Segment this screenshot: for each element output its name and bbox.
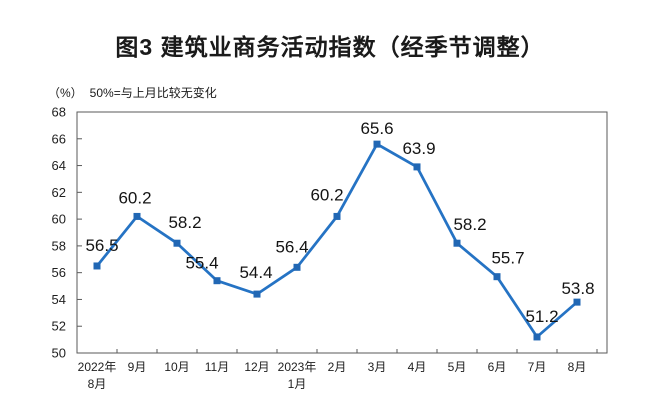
x-axis-category-label: 2023年 1月 bbox=[278, 360, 317, 391]
data-label: 63.9 bbox=[402, 139, 435, 158]
x-axis-category-label: 2月 bbox=[328, 360, 347, 374]
y-axis-tick-label: 54 bbox=[52, 292, 66, 307]
data-point-marker bbox=[573, 298, 581, 306]
y-axis-tick-label: 68 bbox=[52, 105, 66, 120]
data-label: 55.4 bbox=[185, 254, 218, 273]
y-axis-tick-label: 60 bbox=[52, 212, 66, 227]
y-axis-tick-label: 62 bbox=[52, 185, 66, 200]
data-label: 56.4 bbox=[275, 237, 308, 256]
x-axis-category-label: 9月 bbox=[128, 360, 147, 374]
data-label: 60.2 bbox=[118, 188, 151, 207]
x-axis-category-label: 4月 bbox=[408, 360, 427, 374]
data-label: 55.7 bbox=[491, 249, 524, 268]
data-label: 60.2 bbox=[310, 185, 343, 204]
y-axis-tick-label: 52 bbox=[52, 319, 66, 334]
data-point-marker bbox=[533, 333, 541, 341]
data-point-marker bbox=[213, 277, 221, 285]
data-point-marker bbox=[93, 262, 101, 270]
data-point-marker bbox=[253, 290, 261, 298]
x-axis-category-label: 6月 bbox=[488, 360, 507, 374]
y-axis-tick-label: 56 bbox=[52, 265, 66, 280]
data-point-marker bbox=[413, 163, 421, 171]
chart-title: 图3 建筑业商务活动指数（经季节调整） bbox=[115, 34, 545, 60]
x-axis-category-label: 12月 bbox=[244, 360, 269, 374]
data-point-marker bbox=[373, 140, 381, 148]
data-label: 58.2 bbox=[453, 215, 486, 234]
x-axis-category-label: 2022年 8月 bbox=[78, 360, 117, 391]
data-label: 53.8 bbox=[561, 279, 594, 298]
y-axis-tick-label: 64 bbox=[52, 158, 66, 173]
data-point-marker bbox=[453, 239, 461, 247]
data-point-marker bbox=[173, 239, 181, 247]
data-label: 58.2 bbox=[168, 213, 201, 232]
x-axis-category-label: 7月 bbox=[528, 360, 547, 374]
y-axis-unit-label: （%） bbox=[48, 86, 83, 100]
x-axis-category-label: 3月 bbox=[368, 360, 387, 374]
y-axis-tick-label: 66 bbox=[52, 131, 66, 146]
y-axis-tick-label: 58 bbox=[52, 238, 66, 253]
x-axis-category-label: 5月 bbox=[448, 360, 467, 374]
data-label: 51.2 bbox=[525, 307, 558, 326]
y-axis-tick-label: 50 bbox=[52, 346, 66, 361]
x-axis-category-label: 8月 bbox=[568, 360, 587, 374]
data-point-marker bbox=[133, 212, 141, 220]
data-point-marker bbox=[333, 212, 341, 220]
axis-note: （%） 50%=与上月比较无变化 bbox=[48, 84, 217, 101]
data-label: 65.6 bbox=[360, 119, 393, 138]
data-point-marker bbox=[293, 263, 301, 271]
plot-area-border bbox=[76, 111, 608, 354]
data-label: 54.4 bbox=[239, 263, 272, 282]
data-label: 56.5 bbox=[85, 236, 118, 255]
data-point-marker bbox=[493, 273, 501, 281]
reference-note-label: 50%=与上月比较无变化 bbox=[89, 86, 217, 100]
x-axis-category-label: 11月 bbox=[205, 360, 229, 374]
x-axis-category-label: 10月 bbox=[164, 360, 189, 374]
